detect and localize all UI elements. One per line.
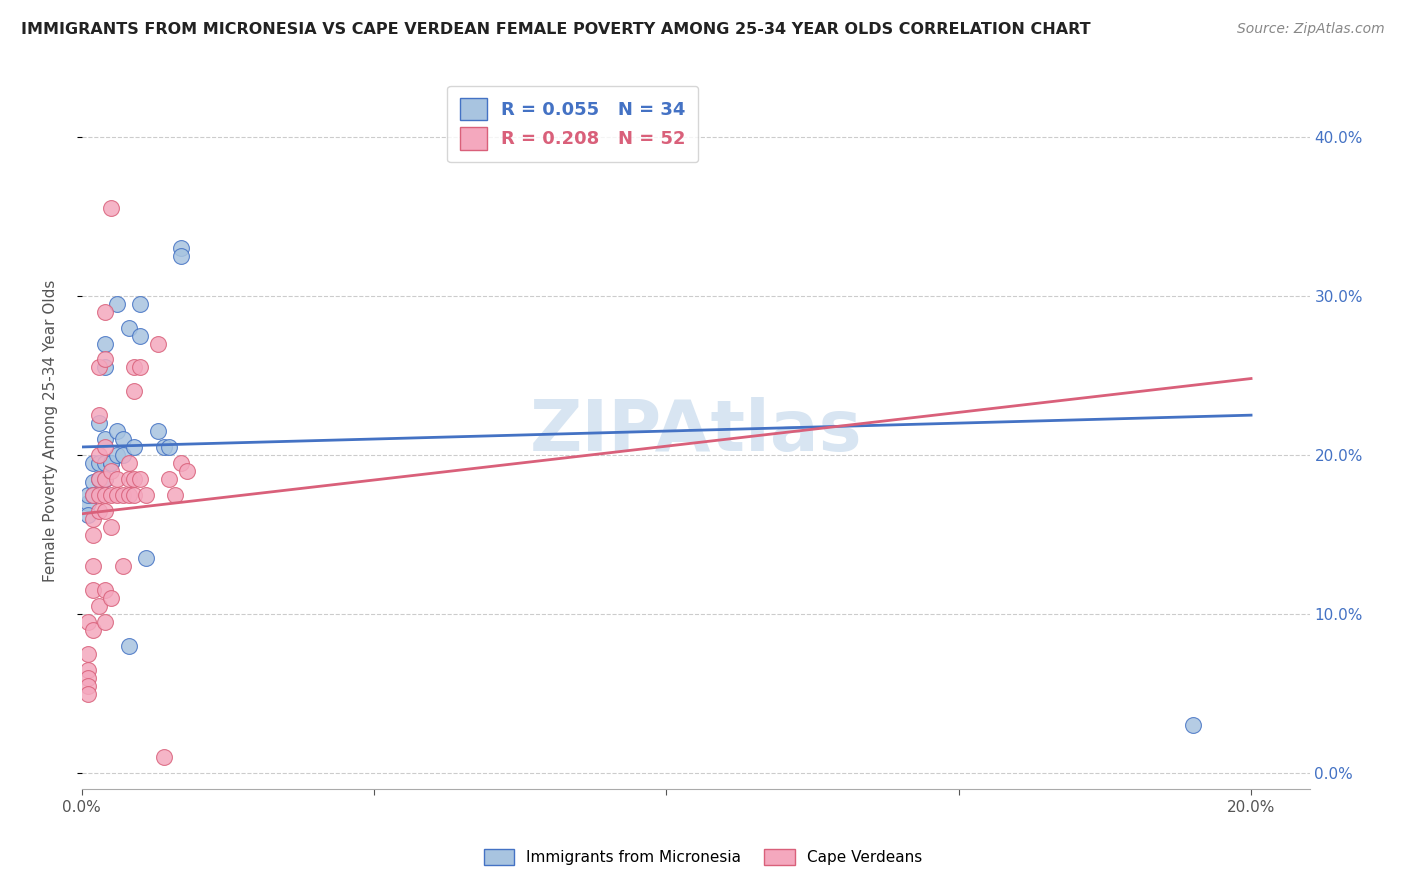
Point (94, 503, 117, 517)
Point (105, 448, 128, 462)
Point (89, 360, 111, 375)
Legend: R = 0.055   N = 34, R = 0.208   N = 52: R = 0.055 N = 34, R = 0.208 N = 52 (447, 86, 699, 162)
Point (94, 615, 117, 629)
Point (1181, 718, 1204, 732)
Point (94, 352, 117, 367)
Point (82, 456, 104, 470)
Point (89, 472, 111, 486)
Point (76, 508, 98, 523)
Point (94, 472, 117, 486)
Point (129, 472, 152, 486)
Point (82, 583, 104, 598)
Point (89, 472, 111, 486)
Y-axis label: Female Poverty Among 25-34 Year Olds: Female Poverty Among 25-34 Year Olds (44, 280, 58, 582)
Text: Source: ZipAtlas.com: Source: ZipAtlas.com (1237, 22, 1385, 37)
Point (76, 671, 98, 685)
Point (129, 297, 152, 311)
Point (89, 408, 111, 422)
Point (105, 472, 128, 486)
Point (165, 488, 187, 502)
Point (94, 336, 117, 351)
Point (117, 456, 139, 470)
Point (124, 488, 146, 502)
Point (76, 663, 98, 677)
Point (100, 464, 122, 478)
Point (82, 623, 104, 637)
Point (124, 440, 146, 454)
Legend: Immigrants from Micronesia, Cape Verdeans: Immigrants from Micronesia, Cape Verdean… (478, 843, 928, 871)
Point (176, 464, 198, 478)
Point (105, 297, 128, 311)
Point (124, 384, 146, 399)
Point (94, 440, 117, 454)
Point (76, 679, 98, 693)
Point (76, 496, 98, 510)
Point (94, 488, 117, 502)
Point (76, 615, 98, 629)
Point (82, 559, 104, 574)
Point (111, 432, 134, 446)
Point (94, 432, 117, 446)
Point (129, 360, 152, 375)
Point (89, 416, 111, 430)
Point (82, 475, 104, 489)
Point (89, 488, 111, 502)
Point (111, 488, 134, 502)
Point (152, 440, 174, 454)
Point (117, 320, 139, 334)
Point (135, 551, 157, 566)
Point (100, 488, 122, 502)
Point (94, 472, 117, 486)
Point (82, 511, 104, 525)
Point (89, 503, 111, 517)
Point (100, 456, 122, 470)
Point (89, 448, 111, 462)
Point (94, 583, 117, 598)
Point (111, 448, 134, 462)
Point (170, 241, 193, 255)
Point (117, 488, 139, 502)
Point (146, 336, 169, 351)
Point (170, 456, 193, 470)
Point (94, 360, 117, 375)
Point (105, 424, 128, 438)
Point (100, 201, 122, 215)
Text: ZIPAtlas: ZIPAtlas (529, 397, 862, 466)
Point (129, 328, 152, 343)
Point (111, 559, 134, 574)
Point (117, 639, 139, 653)
Point (135, 488, 157, 502)
Point (94, 304, 117, 318)
Point (100, 519, 122, 533)
Point (82, 488, 104, 502)
Point (89, 456, 111, 470)
Point (124, 360, 146, 375)
Point (100, 456, 122, 470)
Point (76, 687, 98, 701)
Point (124, 472, 146, 486)
Point (159, 440, 181, 454)
Point (159, 472, 181, 486)
Point (117, 472, 139, 486)
Point (152, 750, 174, 764)
Point (170, 249, 193, 263)
Point (76, 488, 98, 502)
Point (100, 591, 122, 606)
Point (76, 647, 98, 661)
Point (82, 527, 104, 541)
Point (89, 599, 111, 614)
Point (146, 424, 169, 438)
Point (105, 488, 128, 502)
Point (82, 488, 104, 502)
Point (94, 472, 117, 486)
Text: IMMIGRANTS FROM MICRONESIA VS CAPE VERDEAN FEMALE POVERTY AMONG 25-34 YEAR OLDS : IMMIGRANTS FROM MICRONESIA VS CAPE VERDE… (21, 22, 1091, 37)
Point (94, 456, 117, 470)
